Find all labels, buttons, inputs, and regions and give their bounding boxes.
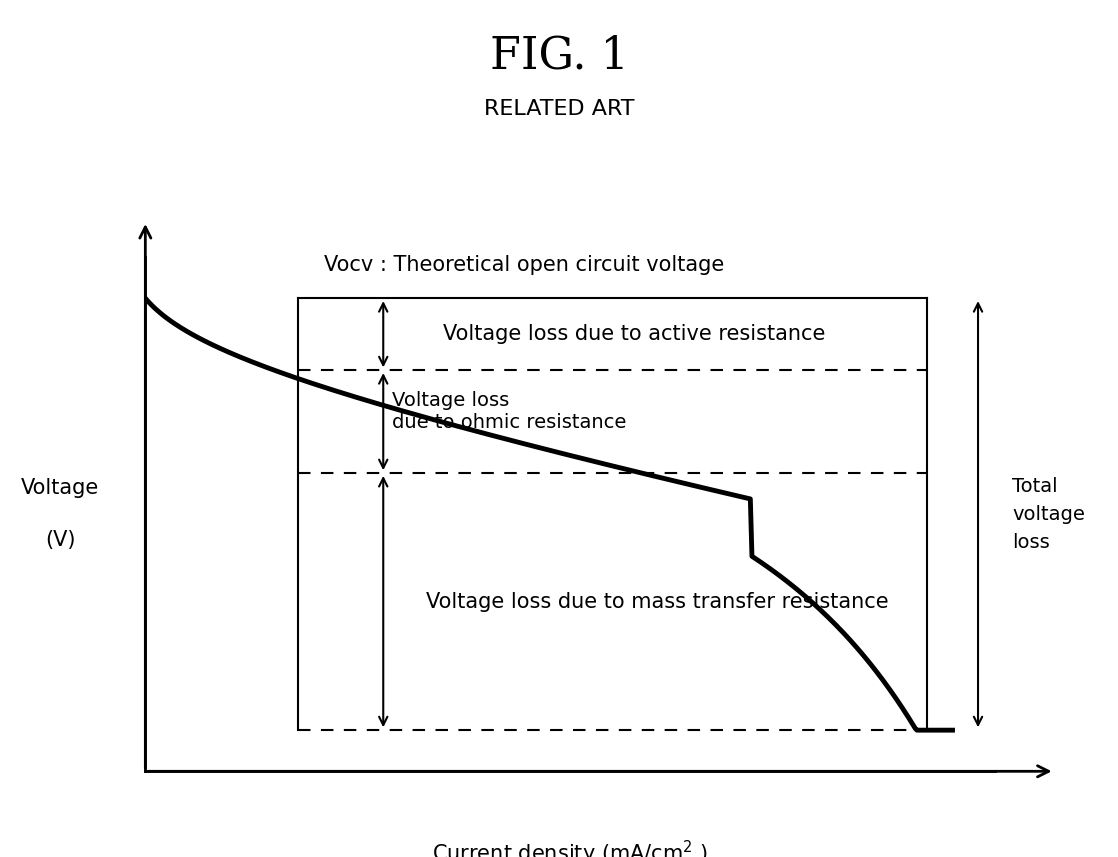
Text: RELATED ART: RELATED ART	[484, 99, 634, 118]
Text: Current density (mA/cm$^2$ ): Current density (mA/cm$^2$ )	[433, 839, 708, 857]
Text: Total
voltage
loss: Total voltage loss	[1012, 476, 1084, 552]
Text: FIG. 1: FIG. 1	[490, 34, 628, 77]
Text: Voltage: Voltage	[21, 478, 100, 499]
Text: (V): (V)	[45, 530, 76, 550]
Text: Voltage loss due to active resistance: Voltage loss due to active resistance	[443, 324, 825, 345]
Text: Vocv : Theoretical open circuit voltage: Vocv : Theoretical open circuit voltage	[324, 255, 724, 275]
Text: Voltage loss
due to ohmic resistance: Voltage loss due to ohmic resistance	[391, 391, 626, 432]
Text: Voltage loss due to mass transfer resistance: Voltage loss due to mass transfer resist…	[426, 591, 889, 612]
